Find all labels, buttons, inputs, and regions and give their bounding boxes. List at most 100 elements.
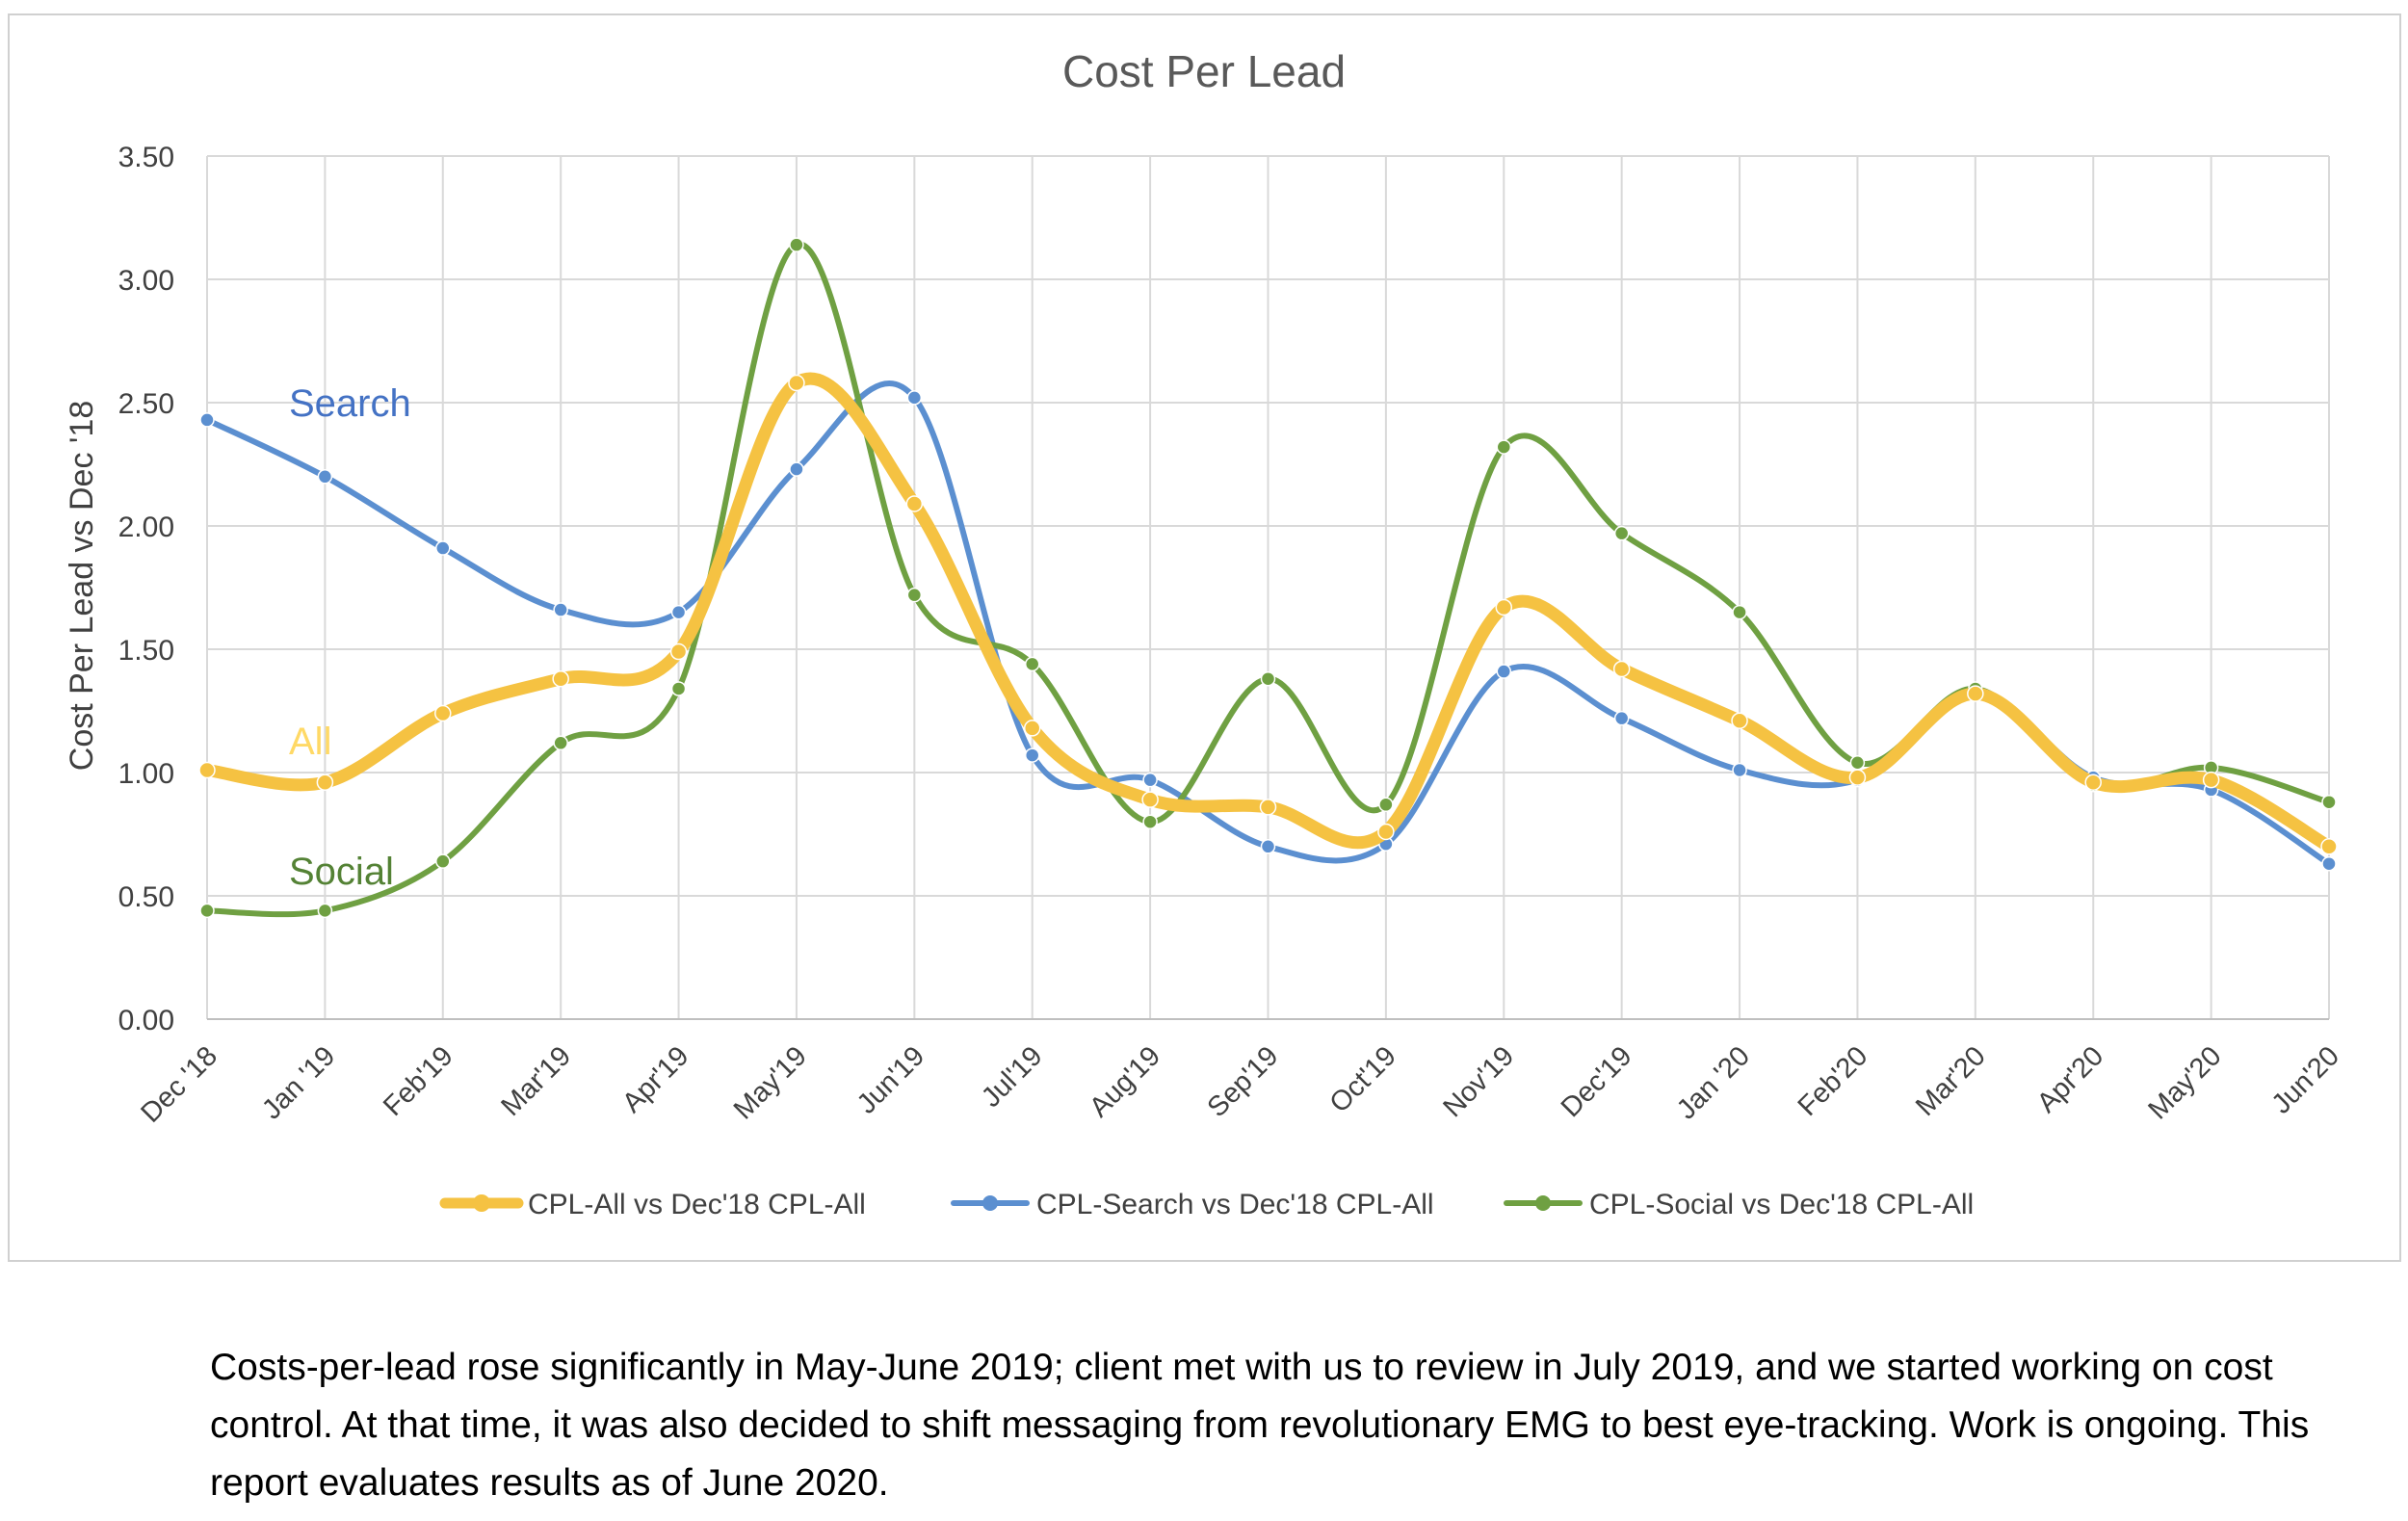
y-tick-label: 1.00 [118,758,174,790]
data-point [788,374,805,392]
x-tick-label: May'19 [728,1040,813,1125]
legend-swatch-marker [1535,1195,1551,1211]
annotation-social: Social [289,851,394,893]
y-tick-label: 0.50 [118,881,174,913]
data-point [553,735,568,751]
data-point [905,495,924,512]
x-tick-label: Jan '20 [1671,1040,1756,1125]
x-tick-label: Nov'19 [1437,1040,1520,1123]
data-point [1141,791,1159,808]
data-point [1024,656,1040,672]
data-point [1731,712,1748,729]
data-point [1023,720,1041,737]
legend-item: CPL-All vs Dec'18 CPL-All [439,1189,866,1220]
data-point [670,681,687,696]
legend-label: CPL-Social vs Dec'18 CPL-All [1589,1189,1974,1220]
x-tick-label: Dec'19 [1556,1040,1638,1123]
y-tick-label: 3.00 [118,265,174,297]
data-point [670,604,687,620]
x-tick-label: Aug'19 [1084,1040,1166,1123]
legend-label: CPL-Search vs Dec'18 CPL-All [1036,1189,1434,1220]
gridlines [206,155,2330,1019]
x-tick-label: Jun'20 [2266,1040,2345,1119]
data-point [317,469,333,485]
data-point [435,853,451,869]
data-point [199,412,215,428]
annotation-search: Search [289,382,411,425]
y-tick-label: 3.50 [118,142,174,173]
legend-item: CPL-Search vs Dec'18 CPL-All [951,1189,1434,1220]
data-point [553,602,568,617]
data-point [1259,799,1277,816]
data-point [435,540,451,556]
data-point [1142,772,1158,788]
data-point [906,390,923,406]
x-tick-label: Feb'19 [378,1040,459,1122]
series-0 [198,372,2338,855]
data-point [669,642,688,661]
cost-per-lead-chart: Cost Per Lead Cost Per Lead vs Dec '18 0… [64,46,2345,1220]
series-annotations: Search All Social [289,382,411,893]
y-tick-label: 1.50 [118,635,174,667]
data-point [1495,598,1513,616]
data-point [1849,755,1866,771]
legend-swatch-marker [982,1195,998,1211]
data-point [2321,855,2337,872]
legend: CPL-All vs Dec'18 CPL-All CPL-Search vs D… [439,1189,1974,1220]
data-point [317,903,333,919]
x-tick-label: Apr'20 [2031,1040,2109,1118]
data-point [789,461,804,477]
data-point [1377,823,1395,841]
data-point [1260,839,1276,854]
x-tick-label: Oct'19 [1324,1040,1402,1118]
y-tick-label: 0.00 [118,1005,174,1036]
data-point [316,774,334,791]
data-point [2084,774,2102,791]
data-point [199,903,215,919]
series-lines [198,237,2338,919]
data-point [1613,525,1630,541]
legend-label: CPL-All vs Dec'18 CPL-All [528,1189,866,1220]
data-point [1967,685,1984,702]
data-point [1613,710,1630,726]
data-point [1612,660,1631,678]
data-point [1732,604,1747,620]
data-point [1496,664,1512,679]
chart-title: Cost Per Lead [1062,46,1346,96]
series-line [200,372,2336,853]
data-point [434,704,452,722]
y-axis-label: Cost Per Lead vs Dec '18 [64,401,100,771]
data-point [1142,814,1158,829]
x-tick-label: Sep'19 [1202,1040,1285,1123]
x-tick-label: Feb'20 [1793,1040,1874,1122]
data-point [198,761,216,779]
chart-frame [8,13,2401,1262]
data-point [1378,797,1394,813]
x-tick-label: Jan '19 [256,1040,341,1125]
data-point [1496,439,1512,455]
data-point [2321,794,2337,810]
x-tick-label: Mar'19 [495,1040,577,1122]
data-point [906,587,923,603]
legend-item: CPL-Social vs Dec'18 CPL-All [1504,1189,1974,1220]
data-point [2320,838,2338,855]
data-point [1732,762,1747,778]
x-tick-label: Jul'19 [976,1040,1049,1114]
legend-swatch-marker [473,1194,490,1212]
x-tick-label: May'20 [2142,1040,2227,1125]
chart-caption: Costs-per-lead rose significantly in May… [210,1347,2310,1504]
y-tick-label: 2.00 [118,511,174,543]
data-point [1260,670,1276,687]
x-tick-label: Mar'20 [1910,1040,1992,1122]
data-point [552,669,569,688]
data-point [1024,747,1040,763]
data-point [789,237,804,252]
annotation-all: All [289,721,331,763]
x-tick-label: Apr'19 [616,1040,694,1118]
x-tick-label: Dec '18 [135,1040,223,1129]
data-point [2202,771,2220,789]
x-tick-label: Jun'19 [851,1040,930,1119]
axes: 0.00 0.50 1.00 1.50 2.00 2.50 3.00 3.50 Dec '18 J… [118,142,2345,1129]
y-tick-label: 2.50 [118,388,174,420]
data-point [1848,769,1867,786]
